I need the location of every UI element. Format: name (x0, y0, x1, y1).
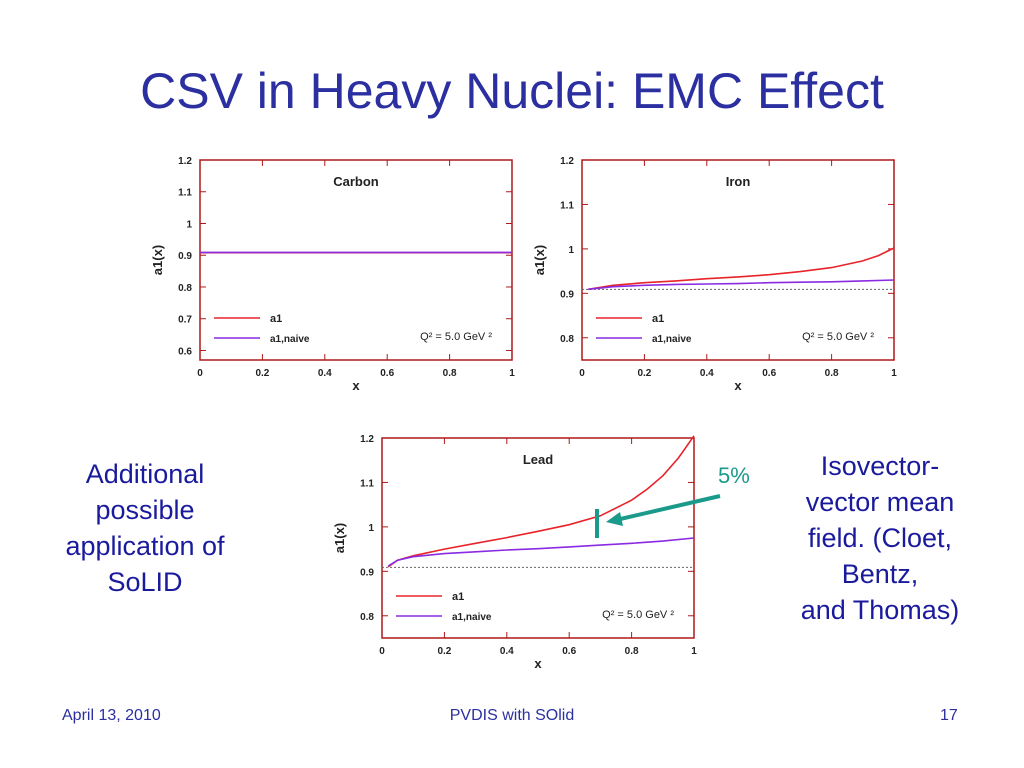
right-line-1: Isovector- (820, 451, 940, 481)
y-tick-label: 0.9 (360, 567, 374, 578)
right-line-2: vector mean (805, 487, 955, 517)
x-tick-label: 0 (379, 646, 385, 657)
y-tick-label: 0.8 (560, 334, 574, 345)
q2-annotation: Q² = 5.0 GeV ² (420, 331, 492, 343)
y-tick-label: 0.9 (560, 289, 574, 300)
y-tick-label: 1.1 (560, 200, 574, 211)
x-tick-label: 1 (509, 368, 515, 379)
x-tick-label: 0.2 (255, 368, 269, 379)
series-line-a1-naive (588, 279, 895, 291)
x-tick-label: 0.6 (562, 646, 576, 657)
y-tick-label: 1 (368, 523, 374, 534)
slide-title: CSV in Heavy Nuclei: EMC Effect (140, 63, 884, 119)
legend-label-a1: a1 (270, 313, 282, 325)
y-tick-label: 0.9 (178, 251, 192, 262)
footer-title: PVDIS with SOlid (449, 707, 575, 724)
legend-label-a1-naive: a1,naive (270, 334, 310, 345)
y-tick-label: 1.2 (560, 156, 574, 167)
iron-chart: 0 0.2 0.4 0.6 0.8 1 0.8 0.9 1 1.1 1.2 x a1(x) Iron a1 a… (532, 156, 897, 390)
x-tick-label: 0.8 (825, 368, 839, 379)
right-text: Isovector- vector mean field. (Cloet, Be… (770, 448, 990, 628)
series-line-a1 (588, 247, 895, 291)
arrow-shaft (615, 494, 721, 522)
x-tick-label: 0.4 (318, 368, 332, 379)
x-tick-label: 0.8 (443, 368, 457, 379)
left-line-4: SoLID (107, 567, 183, 597)
left-line-3: application of (65, 531, 225, 561)
y-tick-label: 0.7 (178, 315, 192, 326)
y-tick-label: 0.8 (178, 283, 192, 294)
arrow-head (606, 512, 623, 526)
lead-chart: 0 0.2 0.4 0.6 0.8 1 0.8 0.9 1 1.1 1.2 x a1(x) Lead a1 a… (332, 434, 697, 668)
plot-frame (581, 159, 895, 361)
left-line-2: possible (95, 495, 195, 525)
left-line-1: Additional (85, 459, 205, 489)
q2-annotation: Q² = 5.0 GeV ² (802, 331, 874, 343)
y-axis-label: a1(x) (532, 245, 547, 275)
five-percent-marker (595, 494, 721, 538)
y-tick-label: 0.8 (360, 612, 374, 623)
left-text: Additional possible application of SoLID (30, 456, 260, 600)
x-tick-label: 0 (579, 368, 585, 379)
y-tick-label: 1 (568, 245, 574, 256)
legend-label-a1: a1 (452, 591, 464, 603)
legend-label-a1: a1 (652, 313, 664, 325)
plot-frame (381, 437, 695, 639)
carbon-chart: 0 0.2 0.4 0.6 0.8 1 0.6 0.7 0.8 0.9 1 1.1 1.2 x a1(x) C… (150, 156, 515, 390)
x-tick-label: 0 (197, 368, 203, 379)
chart-title: Carbon (333, 174, 379, 189)
y-tick-label: 1.2 (360, 434, 374, 445)
plot-frame (199, 159, 513, 361)
y-tick-label: 1.1 (178, 188, 192, 199)
legend-label-a1-naive: a1,naive (652, 334, 692, 345)
x-tick-label: 0.6 (380, 368, 394, 379)
legend-label-a1-naive: a1,naive (452, 612, 492, 623)
q2-annotation: Q² = 5.0 GeV ² (602, 609, 674, 621)
x-tick-label: 0.4 (500, 646, 514, 657)
footer-date: April 13, 2010 (62, 707, 161, 724)
y-tick-label: 1 (186, 219, 192, 230)
y-tick-label: 0.6 (178, 346, 192, 357)
right-line-3: field. (Cloet, (807, 523, 953, 553)
x-axis-label: x (352, 378, 360, 390)
y-axis-label: a1(x) (150, 245, 165, 275)
x-tick-label: 0.4 (700, 368, 714, 379)
right-line-4: Bentz, (841, 559, 919, 589)
x-axis-label: x (534, 656, 542, 668)
x-tick-label: 1 (691, 646, 697, 657)
chart-title: Iron (726, 174, 751, 189)
percent-label: 5% (718, 463, 750, 488)
y-tick-label: 1.1 (360, 478, 374, 489)
x-tick-label: 0.6 (762, 368, 776, 379)
x-tick-label: 1 (891, 368, 897, 379)
series-line-a1 (387, 435, 695, 568)
x-tick-label: 0.8 (625, 646, 639, 657)
chart-title: Lead (523, 452, 553, 467)
x-tick-label: 0.2 (637, 368, 651, 379)
x-axis-label: x (734, 378, 742, 390)
x-tick-label: 0.2 (437, 646, 451, 657)
y-tick-label: 1.2 (178, 156, 192, 167)
right-line-5: and Thomas) (800, 595, 960, 625)
series-line-a1-naive (387, 537, 695, 567)
footer-page-number: 17 (940, 707, 958, 724)
y-axis-label: a1(x) (332, 523, 347, 553)
